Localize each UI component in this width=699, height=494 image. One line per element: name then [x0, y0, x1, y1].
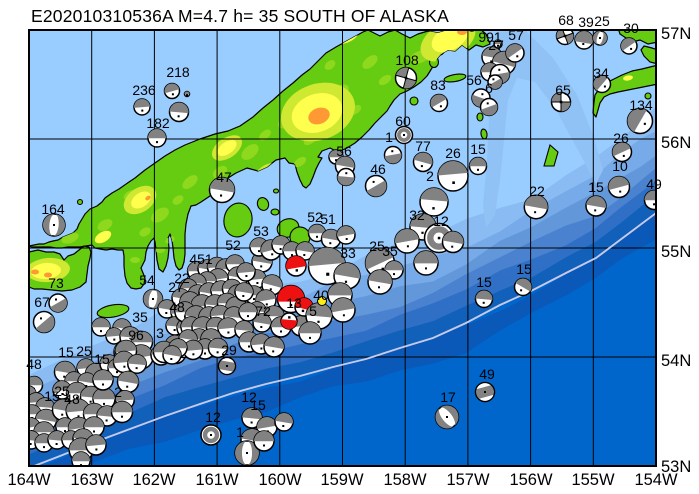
svg-text:15: 15 [476, 274, 492, 290]
svg-text:56: 56 [336, 143, 352, 159]
svg-text:451: 451 [189, 251, 213, 267]
svg-text:15: 15 [44, 388, 60, 404]
svg-text:160W: 160W [258, 471, 302, 489]
svg-text:33: 33 [340, 245, 356, 261]
svg-text:68: 68 [558, 12, 574, 28]
svg-text:25: 25 [369, 238, 385, 254]
svg-text:48: 48 [64, 391, 80, 407]
svg-text:164W: 164W [7, 471, 51, 489]
svg-text:29: 29 [221, 342, 237, 358]
svg-text:182: 182 [146, 115, 170, 131]
svg-text:1: 1 [236, 424, 244, 440]
svg-text:156W: 156W [509, 471, 553, 489]
svg-text:157W: 157W [446, 471, 490, 489]
svg-text:72: 72 [255, 303, 271, 319]
svg-text:96: 96 [128, 327, 144, 343]
svg-text:6: 6 [485, 80, 493, 96]
svg-text:54: 54 [139, 272, 155, 288]
svg-text:56N: 56N [661, 134, 691, 152]
svg-text:13: 13 [286, 295, 302, 311]
svg-text:25: 25 [54, 383, 70, 399]
svg-text:162W: 162W [132, 471, 176, 489]
svg-text:236: 236 [132, 82, 156, 98]
svg-text:15: 15 [588, 179, 604, 195]
svg-text:67: 67 [34, 294, 50, 310]
svg-text:65: 65 [555, 82, 571, 98]
svg-text:12: 12 [205, 409, 221, 425]
svg-text:46: 46 [370, 161, 386, 177]
svg-text:2: 2 [426, 168, 434, 184]
svg-text:47: 47 [216, 169, 232, 185]
svg-text:17: 17 [440, 389, 456, 405]
svg-text:164: 164 [41, 201, 65, 217]
svg-text:155W: 155W [571, 471, 615, 489]
svg-text:53: 53 [253, 223, 269, 239]
svg-text:154W: 154W [634, 471, 678, 489]
svg-text:158W: 158W [383, 471, 427, 489]
svg-text:73: 73 [48, 275, 64, 291]
svg-text:27: 27 [168, 279, 184, 295]
svg-text:991: 991 [478, 29, 502, 45]
svg-text:25: 25 [594, 13, 610, 29]
svg-text:48: 48 [169, 299, 185, 315]
svg-text:10: 10 [612, 158, 628, 174]
svg-text:26: 26 [445, 145, 461, 161]
svg-text:40: 40 [313, 287, 329, 303]
svg-text:48: 48 [26, 356, 42, 372]
svg-text:27: 27 [488, 37, 504, 53]
svg-text:52: 52 [225, 237, 241, 253]
svg-text:49: 49 [479, 366, 495, 382]
svg-text:56: 56 [466, 72, 482, 88]
svg-text:15: 15 [94, 351, 110, 367]
svg-text:35: 35 [382, 243, 398, 259]
svg-text:54N: 54N [661, 352, 691, 370]
svg-text:60: 60 [395, 113, 411, 129]
svg-text:83: 83 [430, 77, 446, 93]
svg-text:25: 25 [76, 343, 92, 359]
svg-text:1: 1 [385, 129, 393, 145]
svg-text:49: 49 [646, 176, 662, 192]
svg-text:51: 51 [320, 211, 336, 227]
svg-text:39: 39 [578, 14, 594, 30]
svg-text:22: 22 [529, 183, 545, 199]
svg-text:12: 12 [433, 213, 449, 229]
svg-text:E202010310536A M=4.7 h= 35 SOU: E202010310536A M=4.7 h= 35 SOUTH OF ALAS… [31, 6, 449, 26]
svg-text:12: 12 [241, 389, 257, 405]
svg-text:15: 15 [516, 261, 532, 277]
svg-text:55N: 55N [661, 243, 691, 261]
svg-text:30: 30 [623, 20, 639, 36]
svg-text:161W: 161W [195, 471, 239, 489]
svg-text:218: 218 [166, 64, 190, 80]
svg-text:159W: 159W [320, 471, 364, 489]
svg-text:15: 15 [470, 141, 486, 157]
svg-text:15: 15 [250, 397, 266, 413]
svg-text:15: 15 [58, 344, 74, 360]
svg-text:108: 108 [395, 52, 419, 68]
svg-text:163W: 163W [70, 471, 114, 489]
svg-text:22: 22 [174, 270, 190, 286]
svg-text:26: 26 [613, 130, 629, 146]
svg-text:3: 3 [156, 325, 164, 341]
svg-text:32: 32 [409, 207, 425, 223]
svg-text:57N: 57N [661, 25, 691, 43]
svg-text:34: 34 [593, 65, 609, 81]
svg-text:5: 5 [309, 303, 317, 319]
svg-text:77: 77 [415, 138, 431, 154]
svg-text:53N: 53N [661, 458, 691, 476]
svg-text:35: 35 [132, 309, 148, 325]
svg-text:52: 52 [307, 209, 323, 225]
svg-text:2: 2 [114, 384, 122, 400]
svg-text:134: 134 [629, 97, 653, 113]
